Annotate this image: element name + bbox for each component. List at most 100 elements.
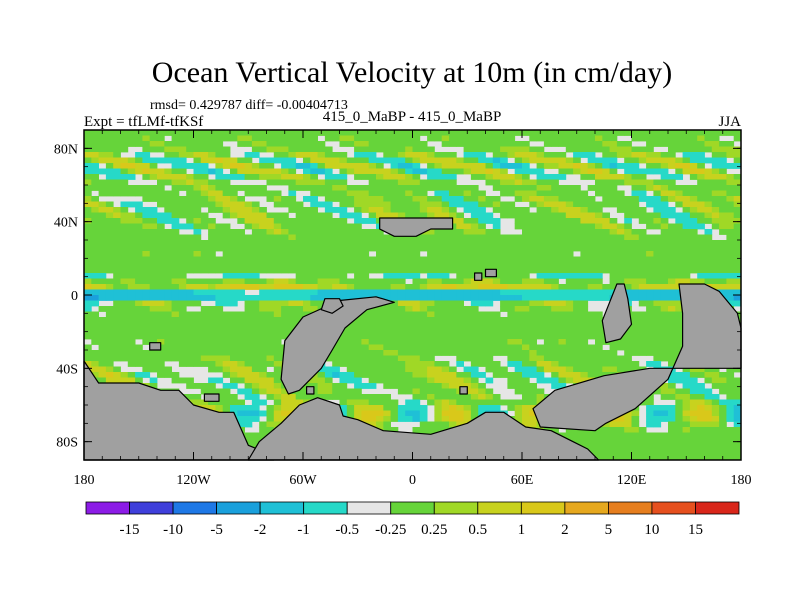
field-cell [193, 190, 202, 197]
field-cell [397, 416, 406, 422]
field-cell [405, 240, 413, 246]
field-cell [98, 350, 107, 356]
field-cell [689, 438, 698, 444]
field-cell [616, 427, 625, 433]
field-cell [120, 295, 129, 301]
field-cell [135, 289, 143, 296]
field-cell [295, 135, 304, 142]
field-cell [339, 289, 348, 296]
field-cell [689, 427, 698, 433]
field-cell [317, 284, 326, 290]
field-cell [697, 146, 705, 153]
field-cell [281, 163, 289, 169]
field-cell [376, 350, 384, 356]
field-cell [711, 212, 720, 219]
field-cell [259, 366, 267, 373]
field-cell [142, 311, 151, 318]
field-cell [565, 201, 574, 208]
field-cell [616, 421, 625, 428]
field-cell [711, 163, 720, 169]
field-cell [266, 284, 275, 290]
field-cell [434, 130, 443, 136]
field-cell [412, 157, 421, 164]
field-cell [324, 273, 333, 279]
field-cell [456, 306, 464, 312]
field-cell [653, 278, 662, 285]
field-cell [295, 317, 304, 323]
field-cell [303, 196, 311, 202]
field-cell [346, 256, 355, 263]
field-cell [368, 130, 377, 136]
field-cell [244, 157, 253, 164]
field-cell [273, 278, 282, 285]
field-cell [551, 251, 559, 257]
field-cell [536, 163, 545, 169]
field-cell [368, 179, 377, 186]
field-cell [412, 163, 421, 169]
field-cell [222, 295, 231, 301]
field-cell [303, 130, 311, 136]
field-cell [208, 229, 216, 235]
field-cell [711, 157, 720, 164]
field-cell [171, 355, 180, 362]
field-cell [251, 432, 260, 439]
field-cell [208, 317, 216, 323]
field-cell [478, 256, 486, 263]
field-cell [470, 350, 479, 356]
field-cell [324, 157, 333, 164]
field-cell [711, 196, 720, 202]
field-cell [273, 322, 282, 329]
field-cell [522, 141, 530, 147]
field-cell [631, 350, 640, 356]
field-cell [390, 185, 399, 191]
field-cell [602, 179, 610, 186]
field-cell [244, 405, 253, 411]
field-cell [668, 146, 676, 153]
field-cell [419, 152, 428, 158]
field-cell [602, 454, 610, 461]
field-cell [215, 377, 224, 384]
field-cell [470, 163, 479, 169]
field-cell [251, 295, 260, 301]
x-tick-label: 0 [409, 473, 416, 488]
field-cell [551, 267, 559, 274]
field-cell [638, 218, 647, 224]
field-cell [704, 168, 713, 175]
field-cell [186, 317, 194, 323]
field-cell [419, 306, 428, 312]
field-cell [529, 295, 537, 301]
field-cell [434, 207, 443, 213]
field-cell [697, 399, 705, 406]
field-cell [127, 344, 136, 351]
field-cell [500, 179, 508, 186]
field-cell [251, 405, 260, 411]
land-island-e [459, 386, 468, 395]
field-cell [113, 322, 121, 329]
field-cell [726, 372, 735, 378]
field-cell [602, 449, 610, 455]
field-cell [259, 174, 267, 180]
field-cell [383, 416, 391, 422]
field-cell [551, 273, 559, 279]
field-cell [456, 135, 464, 142]
field-cell [514, 300, 523, 307]
field-cell [127, 273, 136, 279]
field-cell [609, 251, 618, 257]
field-cell [485, 229, 494, 235]
field-cell [478, 410, 486, 417]
field-cell [251, 438, 260, 444]
field-cell [675, 289, 683, 296]
field-cell [463, 152, 472, 158]
field-cell [419, 207, 428, 213]
field-cell [660, 229, 669, 235]
field-cell [507, 207, 516, 213]
field-cell [354, 377, 362, 384]
field-cell [317, 168, 326, 175]
field-cell [646, 295, 654, 301]
field-cell [587, 201, 596, 208]
field-cell [449, 317, 457, 323]
field-cell [704, 410, 713, 417]
field-cell [456, 322, 464, 329]
field-cell [595, 179, 603, 186]
field-cell [507, 201, 516, 208]
